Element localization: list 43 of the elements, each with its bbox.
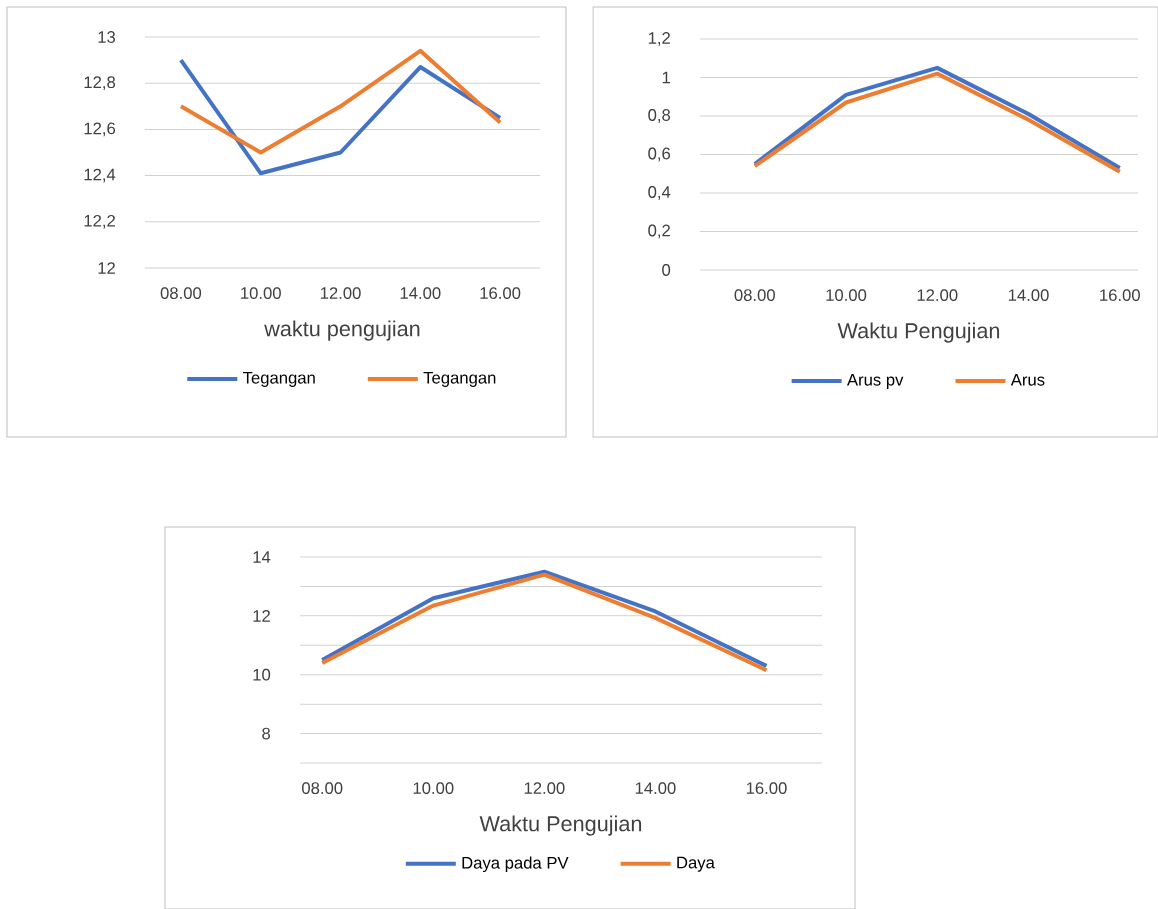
- y-tick-label: 12,4: [84, 168, 116, 183]
- y-tick-label: 12,6: [84, 122, 116, 137]
- legend-label: Tegangan: [423, 372, 496, 387]
- legend-label: Arus pv: [846, 374, 904, 389]
- legend-label: Daya pada PV: [462, 856, 569, 873]
- y-tick-label: 10: [253, 668, 271, 681]
- y-tick-label: 12,2: [84, 214, 115, 229]
- y-tick-label: 0,6: [648, 147, 671, 162]
- x-tick-label: 10.00: [413, 782, 454, 795]
- x-tick-label: 14.00: [1008, 289, 1049, 302]
- x-tick-label: 16.00: [746, 782, 787, 795]
- x-tick-label: 14.00: [400, 287, 441, 300]
- y-tick-label: 0,4: [648, 186, 671, 200]
- line-series: [178, 48, 503, 155]
- y-tick-label: 0: [662, 264, 671, 276]
- legend-label: Tegangan: [242, 372, 315, 387]
- x-tick-label: 10.00: [241, 287, 281, 300]
- y-tick-label: 1,2: [648, 32, 670, 46]
- legend-label: Arus: [1010, 374, 1045, 386]
- y-tick-label: 0,8: [648, 109, 671, 123]
- x-tick-label: 16.00: [480, 287, 521, 300]
- x-tick-label: 08.00: [302, 782, 343, 795]
- x-tick-label: 12.00: [320, 287, 361, 300]
- line-series: [178, 58, 503, 176]
- x-axis-title: Waktu Pengujian: [837, 322, 1000, 343]
- x-tick-label: 12.00: [917, 289, 958, 302]
- y-tick-label: 8: [262, 727, 271, 740]
- x-tick-label: 12.00: [524, 782, 565, 795]
- x-tick-label: 14.00: [635, 782, 676, 795]
- x-axis-title: Waktu Pengujian: [479, 815, 642, 836]
- y-tick-label: 12: [98, 262, 115, 274]
- y-tick-label: 14: [253, 551, 271, 563]
- y-tick-label: 12: [253, 610, 270, 622]
- x-tick-label: 10.00: [826, 289, 867, 302]
- x-tick-label: 16.00: [1100, 289, 1140, 302]
- y-tick-label: 0,2: [648, 224, 670, 239]
- y-tick-label: 1: [662, 71, 670, 84]
- x-tick-label: 08.00: [160, 287, 202, 300]
- x-axis-title: waktu pengujian: [264, 320, 420, 341]
- y-tick-label: 13: [98, 31, 116, 43]
- x-tick-label: 08.00: [734, 289, 775, 302]
- y-tick-label: 12,8: [84, 76, 116, 91]
- legend-label: Daya: [677, 856, 715, 872]
